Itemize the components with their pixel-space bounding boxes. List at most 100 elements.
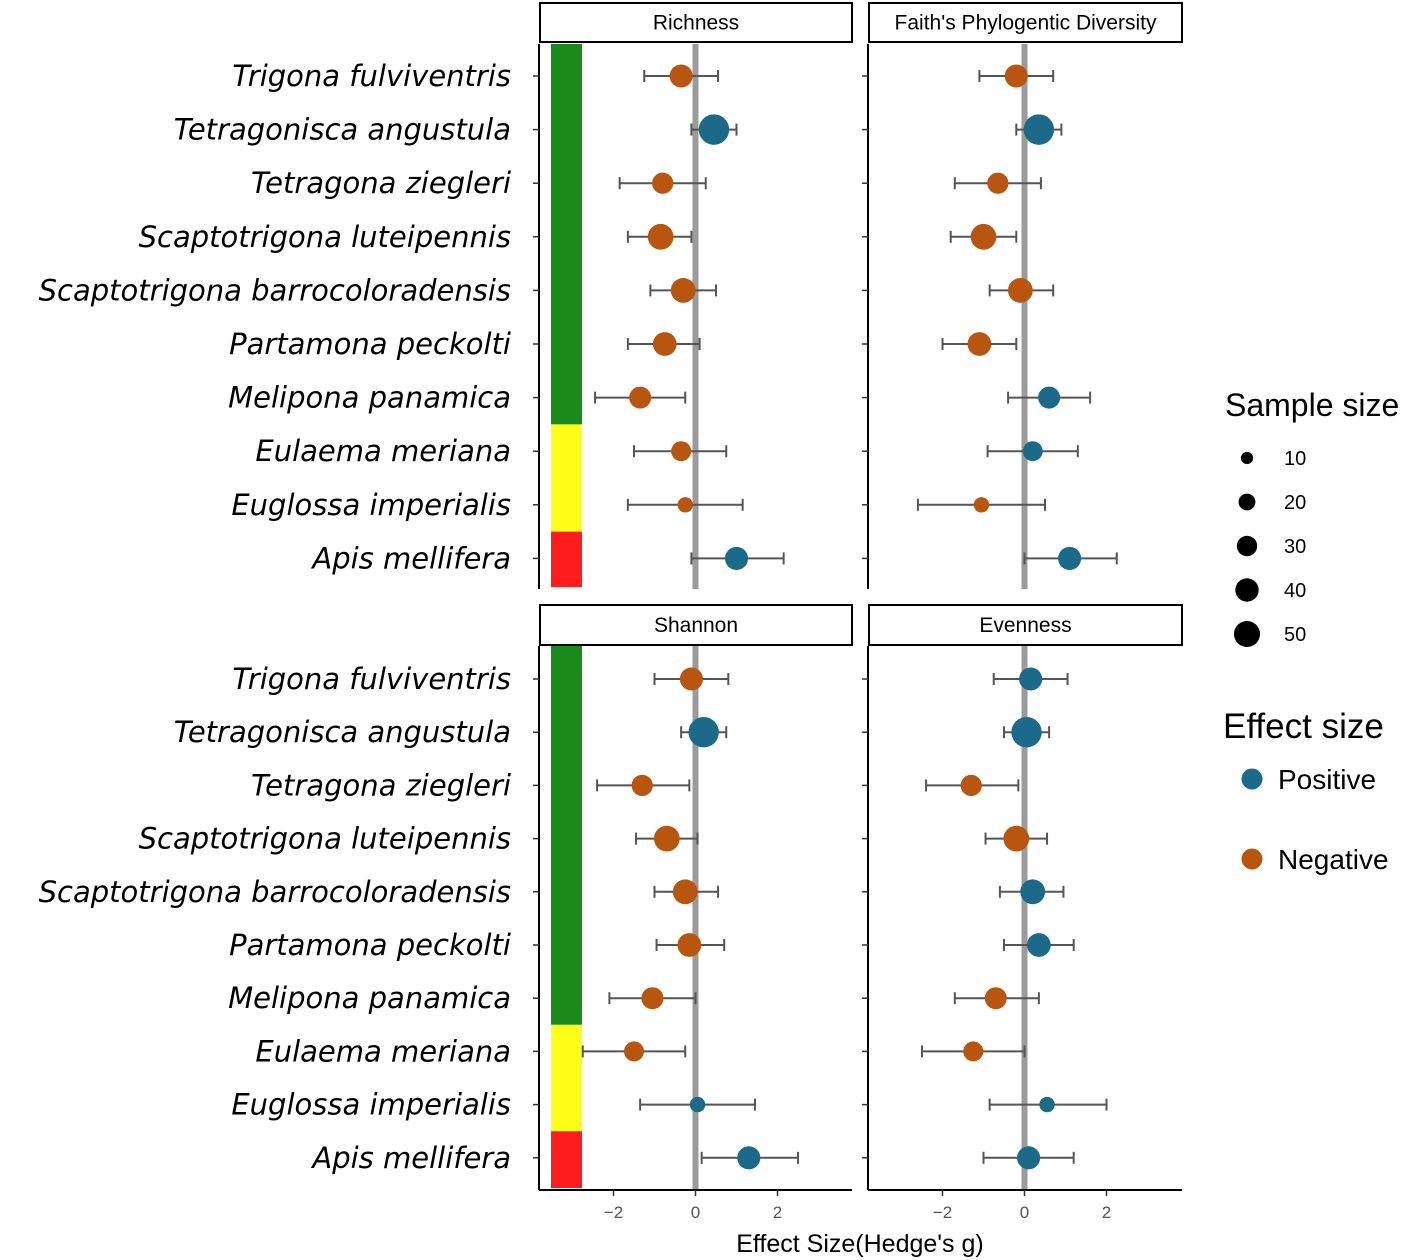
effect-point — [672, 879, 698, 905]
strip-3-title: Shannon — [654, 614, 738, 637]
species-label: Melipona panamica — [228, 981, 511, 1015]
category-band-green — [551, 44, 582, 425]
x-axes: −2 0 2 −2 0 2 — [539, 1189, 1182, 1222]
effect-point — [641, 987, 664, 1010]
species-labels: Trigona fulviventris Tetragonisca angustu… — [39, 59, 511, 1175]
strip-2-title: Faith's Phylogentic Diversity — [895, 12, 1157, 35]
legend-size-label: 20 — [1284, 492, 1306, 514]
effect-point — [652, 172, 674, 194]
effect-point — [1023, 114, 1055, 145]
effect-point — [737, 1146, 761, 1170]
effect-point — [670, 278, 696, 303]
effect-point — [1003, 825, 1030, 852]
effect-point — [1039, 1096, 1055, 1113]
effect-point — [1004, 64, 1028, 88]
x-tick-label: 0 — [691, 1203, 700, 1222]
species-label: Scaptotrigona barrocoloradensis — [39, 875, 511, 909]
legend-effect-label: Negative — [1278, 844, 1389, 875]
effect-point — [724, 546, 749, 570]
x-tick-label: 2 — [773, 1203, 782, 1222]
species-label: Apis mellifera — [310, 541, 511, 575]
effect-point — [987, 172, 1009, 194]
strip-4-box — [868, 604, 1183, 646]
strip-2-box — [868, 2, 1183, 43]
legend-size-label: 10 — [1284, 448, 1306, 470]
panel-4 — [862, 646, 1108, 1190]
strip-4-title: Evenness — [979, 614, 1071, 637]
effect-point — [1022, 441, 1043, 462]
strip-1-title: Richness — [653, 12, 739, 35]
effect-point — [1008, 278, 1033, 303]
effect-point — [653, 825, 680, 852]
effect-point — [671, 441, 692, 462]
species-label: Partamona peckolti — [229, 327, 511, 361]
legend-effect-size-title: Effect size — [1223, 707, 1384, 746]
species-label: Euglossa imperialis — [231, 488, 511, 522]
effect-point — [963, 1041, 984, 1062]
species-label: Apis mellifera — [310, 1141, 511, 1175]
legend-effect-label: Positive — [1278, 764, 1376, 795]
effect-point — [984, 987, 1007, 1010]
category-band-green — [551, 646, 582, 1025]
species-label: Euglossa imperialis — [231, 1088, 511, 1122]
effect-point — [1011, 716, 1042, 748]
species-label: Scaptotrigona barrocoloradensis — [39, 273, 511, 307]
effect-point — [970, 223, 997, 250]
legend-size-label: 30 — [1284, 536, 1306, 558]
plot-panels — [533, 44, 1118, 1190]
legend-size-key — [1238, 493, 1256, 511]
effect-point — [967, 332, 992, 356]
species-label: Tetragonisca angustula — [174, 715, 511, 749]
effect-point — [1058, 546, 1082, 570]
species-label: Tetragonisca angustula — [174, 113, 511, 147]
species-label: Trigona fulviventris — [232, 662, 511, 696]
legend-size-key — [1235, 578, 1259, 602]
effect-point — [1026, 933, 1051, 957]
panel-3 — [533, 646, 799, 1190]
species-label: Melipona panamica — [228, 381, 511, 415]
species-label: Tetragona ziegleri — [251, 166, 511, 200]
species-label: Scaptotrigona luteipennis — [139, 822, 511, 856]
legend-size-key — [1236, 535, 1258, 557]
legend-size-label: 40 — [1284, 580, 1306, 602]
category-band-yellow — [551, 424, 582, 532]
legend-size-key — [1240, 451, 1254, 465]
legend: Sample size 10 20 30 40 50 Effect size Positive… — [1223, 387, 1399, 875]
category-band-yellow — [551, 1024, 582, 1132]
effect-point — [677, 497, 693, 513]
effect-point — [698, 114, 730, 145]
legend-effect-key-positive — [1241, 768, 1263, 790]
effect-point — [624, 1041, 644, 1062]
effect-point — [679, 667, 703, 691]
effect-point — [631, 774, 653, 797]
effect-point — [960, 774, 982, 797]
x-tick-label: −2 — [604, 1203, 623, 1222]
legend-size-key — [1233, 620, 1261, 648]
effect-point — [1020, 879, 1046, 905]
species-label: Tetragona ziegleri — [251, 768, 511, 802]
effect-point — [1038, 386, 1061, 409]
effect-point — [669, 64, 693, 88]
x-axis-title: Effect Size(Hedge's g) — [736, 1230, 984, 1258]
species-label: Trigona fulviventris — [232, 59, 511, 93]
legend-sample-size-title: Sample size — [1225, 387, 1399, 423]
x-tick-label: −2 — [933, 1203, 952, 1222]
category-band-red — [551, 1131, 582, 1188]
species-label: Eulaema meriana — [255, 1034, 511, 1068]
x-tick-label: 2 — [1102, 1203, 1111, 1222]
strip-3-box — [539, 604, 853, 646]
species-label: Eulaema meriana — [255, 434, 511, 468]
strip-headers: Richness Faith's Phylogentic Diversity Sha… — [539, 2, 1183, 646]
legend-size-label: 50 — [1284, 624, 1306, 646]
effect-point — [1019, 667, 1043, 691]
x-tick-label: 0 — [1020, 1203, 1029, 1222]
legend-effect-key-negative — [1241, 848, 1263, 870]
species-label: Partamona peckolti — [229, 928, 511, 962]
category-band-red — [551, 531, 582, 587]
effect-point — [1017, 1146, 1041, 1170]
effect-point — [629, 386, 652, 409]
effect-point — [677, 933, 702, 957]
effect-point — [973, 497, 990, 513]
panel-2 — [862, 44, 1118, 589]
panel-1 — [533, 44, 785, 589]
